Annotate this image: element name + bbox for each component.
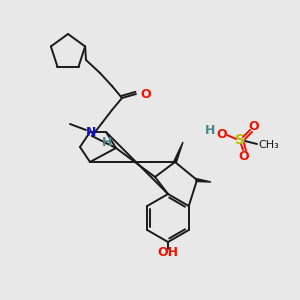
Text: OH: OH — [158, 247, 178, 260]
Text: O: O — [239, 149, 249, 163]
Text: O: O — [140, 88, 151, 100]
Polygon shape — [173, 142, 183, 162]
Text: H: H — [102, 136, 112, 149]
Text: H: H — [205, 124, 215, 136]
Text: CH₃: CH₃ — [258, 140, 279, 150]
Text: N: N — [86, 125, 96, 139]
Text: O: O — [217, 128, 227, 140]
Text: O: O — [249, 119, 259, 133]
Text: S: S — [235, 133, 245, 147]
Polygon shape — [196, 178, 211, 182]
